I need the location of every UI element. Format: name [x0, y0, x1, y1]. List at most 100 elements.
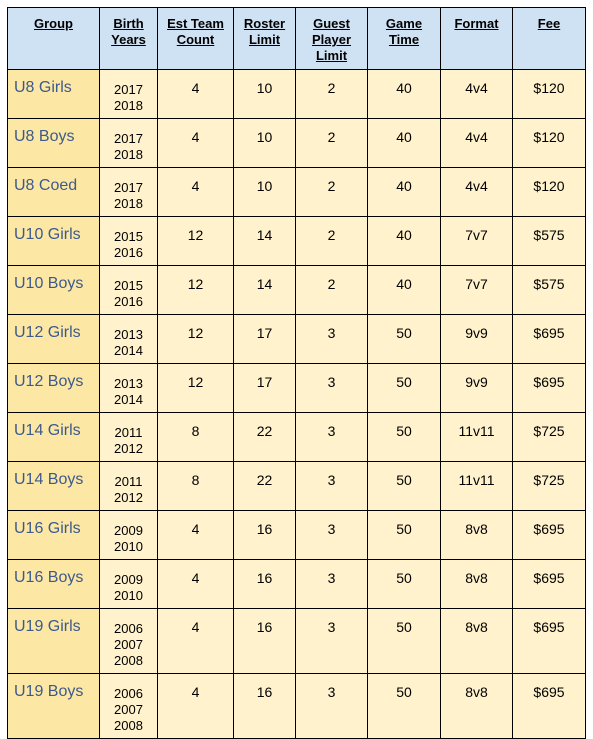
cell-line: 2006 — [114, 686, 143, 701]
header-cell: Fee — [512, 7, 586, 70]
cell-line: Game — [385, 16, 423, 31]
header-cell: Format — [440, 7, 513, 70]
birth-years-cell: 2006 2007 2008 — [99, 673, 158, 739]
game-time-cell: 50 — [367, 461, 441, 511]
cell-line: 2018 — [114, 147, 143, 162]
team-count-cell: 4 — [157, 167, 234, 217]
birth-years-cell: 2011 2012 — [99, 461, 158, 511]
cell-line: Fee — [537, 16, 561, 31]
group-cell: U10 Boys — [7, 265, 100, 315]
roster-limit-cell: 22 — [233, 412, 296, 462]
group-cell: U12 Boys — [7, 363, 100, 413]
game-time-cell: 40 — [367, 265, 441, 315]
fee-cell: $695 — [512, 608, 586, 674]
group-cell: U8 Boys — [7, 118, 100, 168]
roster-limit-cell: 10 — [233, 118, 296, 168]
table-row: U19 Boys 2006 2007 2008 4 16 3 50 8v8 $695 — [7, 673, 586, 739]
cell-line: 2014 — [114, 343, 143, 358]
cell-line: Years — [111, 32, 146, 47]
table-row: U10 Boys 2015 2016 12 14 2 40 7v7 $575 — [7, 265, 586, 315]
format-cell: 9v9 — [440, 363, 513, 413]
cell-line: 2010 — [114, 539, 143, 554]
birth-years-cell: 2017 2018 — [99, 167, 158, 217]
cell-line: 2015 — [114, 278, 143, 293]
fee-cell: $725 — [512, 461, 586, 511]
birth-years-cell: 2009 2010 — [99, 559, 158, 609]
cell-line: 2010 — [114, 588, 143, 603]
guest-limit-cell: 3 — [295, 510, 368, 560]
table-row: U8 Coed 2017 2018 4 10 2 40 4v4 $120 — [7, 167, 586, 217]
header-cell: Est Team Count — [157, 7, 234, 70]
birth-years-cell: 2015 2016 — [99, 216, 158, 266]
guest-limit-cell: 2 — [295, 167, 368, 217]
team-count-cell: 4 — [157, 510, 234, 560]
format-cell: 4v4 — [440, 118, 513, 168]
group-cell: U14 Boys — [7, 461, 100, 511]
cell-line: 2017 — [114, 131, 143, 146]
cell-line: 2016 — [114, 245, 143, 260]
fee-cell: $695 — [512, 363, 586, 413]
cell-line: 2013 — [114, 327, 143, 342]
roster-limit-cell: 17 — [233, 314, 296, 364]
format-cell: 11v11 — [440, 461, 513, 511]
guest-limit-cell: 3 — [295, 461, 368, 511]
format-cell: 4v4 — [440, 167, 513, 217]
header-cell: Guest Player Limit — [295, 7, 368, 70]
fee-cell: $695 — [512, 559, 586, 609]
roster-limit-cell: 10 — [233, 167, 296, 217]
roster-limit-cell: 22 — [233, 461, 296, 511]
header-cell: Group — [7, 7, 100, 70]
roster-limit-cell: 16 — [233, 559, 296, 609]
format-cell: 8v8 — [440, 673, 513, 739]
fee-cell: $695 — [512, 673, 586, 739]
guest-limit-cell: 2 — [295, 118, 368, 168]
team-count-cell: 4 — [157, 118, 234, 168]
page: {"table": { "header": [["Group"], ["Birt… — [7, 7, 586, 739]
header-cell: Roster Limit — [233, 7, 296, 70]
cell-line: Limit — [315, 48, 348, 63]
format-cell: 7v7 — [440, 216, 513, 266]
cell-line: 2016 — [114, 294, 143, 309]
team-count-cell: 4 — [157, 559, 234, 609]
cell-line: 2009 — [114, 523, 143, 538]
table-row: U14 Girls 2011 2012 8 22 3 50 11v11 $725 — [7, 412, 586, 462]
fee-cell: $725 — [512, 412, 586, 462]
game-time-cell: 40 — [367, 216, 441, 266]
cell-line: 2008 — [114, 653, 143, 668]
birth-years-cell: 2011 2012 — [99, 412, 158, 462]
cell-line: Roster — [243, 16, 286, 31]
table-row: U12 Girls 2013 2014 12 17 3 50 9v9 $695 — [7, 314, 586, 364]
cell-line: Count — [176, 32, 215, 47]
header-row: Group Birth Years Est Team Count Roster Limit G… — [7, 7, 586, 70]
team-count-cell: 12 — [157, 363, 234, 413]
guest-limit-cell: 2 — [295, 69, 368, 119]
cell-line: 2018 — [114, 98, 143, 113]
table-row: U19 Girls 2006 2007 2008 4 16 3 50 8v8 $695 — [7, 608, 586, 674]
game-time-cell: 40 — [367, 69, 441, 119]
table-row: U8 Boys 2017 2018 4 10 2 40 4v4 $120 — [7, 118, 586, 168]
fee-cell: $575 — [512, 216, 586, 266]
format-cell: 8v8 — [440, 559, 513, 609]
group-cell: U12 Girls — [7, 314, 100, 364]
format-cell: 8v8 — [440, 608, 513, 674]
group-cell: U19 Boys — [7, 673, 100, 739]
table-row: U12 Boys 2013 2014 12 17 3 50 9v9 $695 — [7, 363, 586, 413]
game-time-cell: 40 — [367, 118, 441, 168]
format-cell: 9v9 — [440, 314, 513, 364]
group-cell: U8 Coed — [7, 167, 100, 217]
table-row: U10 Girls 2015 2016 12 14 2 40 7v7 $575 — [7, 216, 586, 266]
roster-limit-cell: 16 — [233, 608, 296, 674]
roster-limit-cell: 14 — [233, 216, 296, 266]
cell-line: 2007 — [114, 702, 143, 717]
cell-line: 2011 — [114, 425, 143, 440]
guest-limit-cell: 3 — [295, 608, 368, 674]
birth-years-cell: 2015 2016 — [99, 265, 158, 315]
group-cell: U14 Girls — [7, 412, 100, 462]
team-count-cell: 4 — [157, 608, 234, 674]
fee-cell: $120 — [512, 69, 586, 119]
birth-years-cell: 2009 2010 — [99, 510, 158, 560]
group-cell: U19 Girls — [7, 608, 100, 674]
team-count-cell: 8 — [157, 461, 234, 511]
game-time-cell: 50 — [367, 510, 441, 560]
guest-limit-cell: 3 — [295, 412, 368, 462]
